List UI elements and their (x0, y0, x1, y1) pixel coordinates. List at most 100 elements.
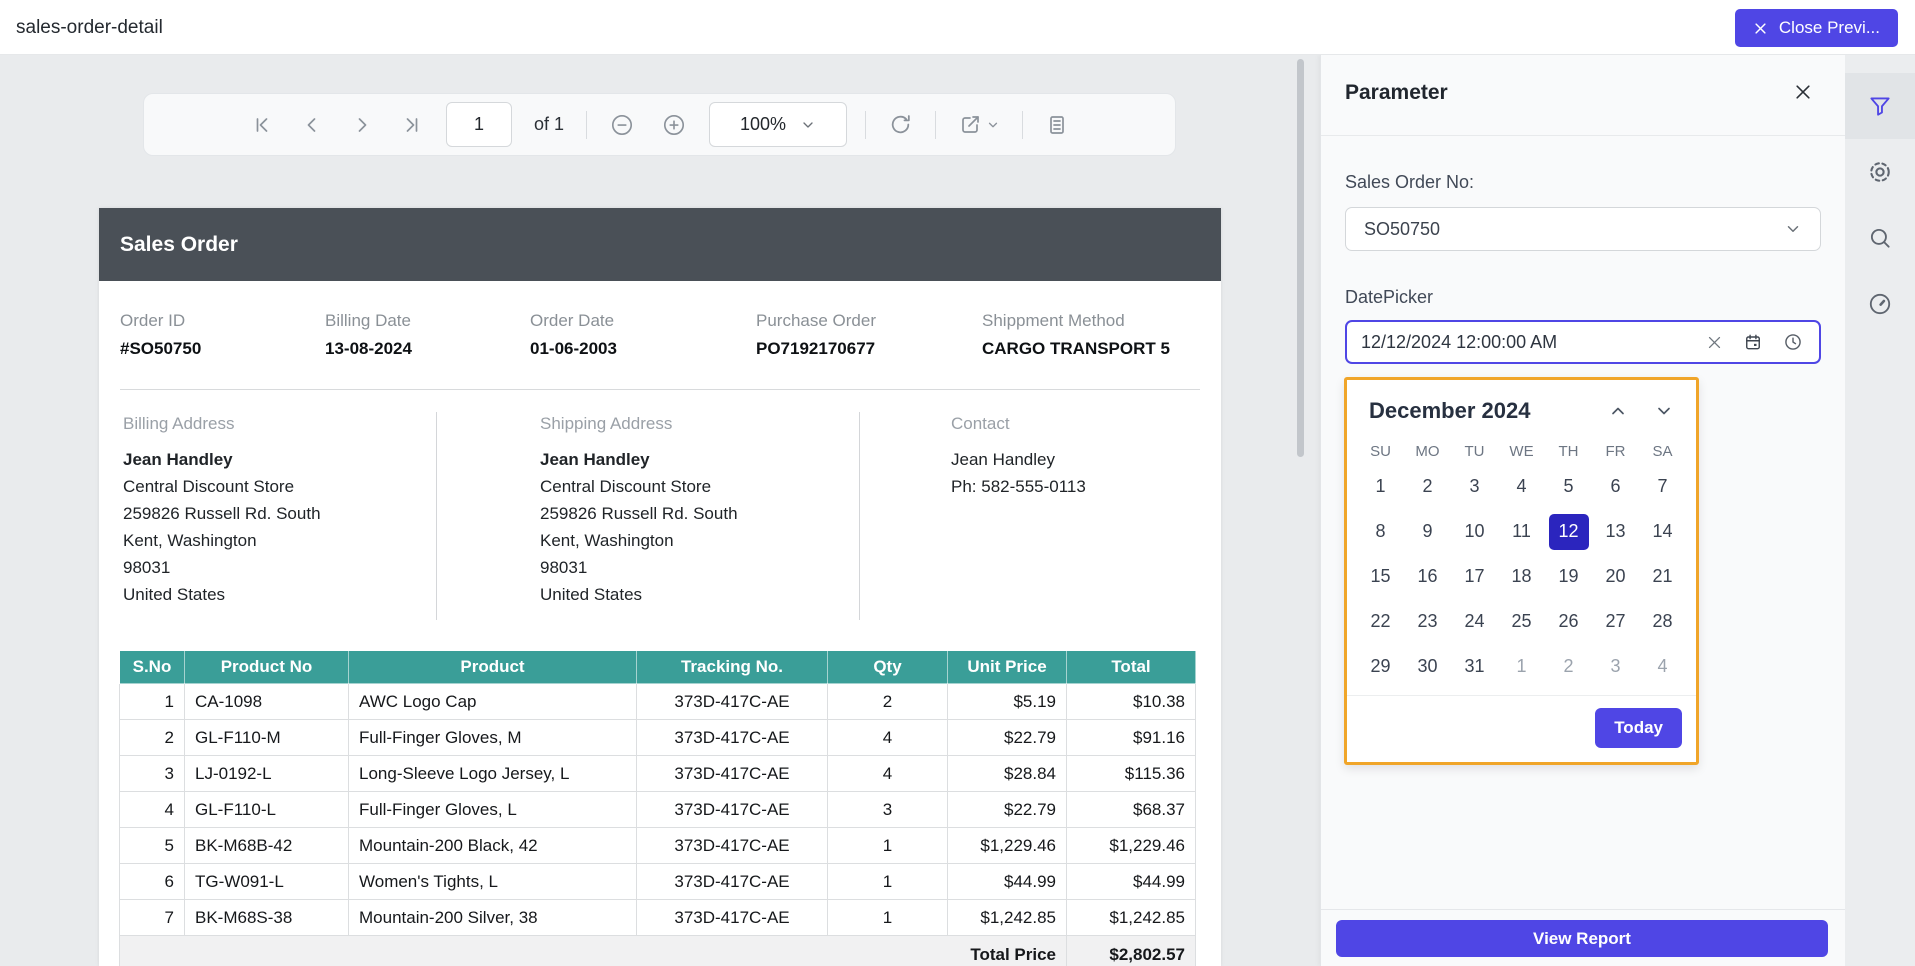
calendar-day[interactable]: 2 (1422, 476, 1433, 496)
workspace: of 1 100% Sales Order (0, 55, 1915, 966)
calendar-day[interactable]: 20 (1605, 566, 1626, 586)
calendar-day[interactable]: 5 (1563, 476, 1574, 496)
calendar-day-cell: 20 (1592, 554, 1639, 599)
vertical-scrollbar[interactable] (1297, 59, 1304, 457)
order-field: Purchase Order PO7192170677 (756, 311, 982, 359)
address-line: United States (540, 585, 643, 604)
calendar-day[interactable]: 30 (1417, 656, 1438, 676)
calendar-day[interactable]: 13 (1605, 521, 1626, 541)
calendar-day[interactable]: 23 (1417, 611, 1438, 631)
weekday-label: WE (1509, 443, 1534, 460)
close-preview-button[interactable]: Close Previ... (1734, 9, 1898, 47)
calendar-day[interactable]: 9 (1422, 521, 1433, 541)
calendar-day[interactable]: 11 (1512, 521, 1531, 541)
address-line: 98031 (540, 558, 588, 577)
calendar-day-selected[interactable]: 12 (1548, 513, 1589, 550)
calendar-day[interactable]: 6 (1610, 476, 1621, 496)
previous-page-button[interactable] (296, 109, 328, 141)
calendar-day[interactable]: 7 (1657, 476, 1668, 496)
zoom-out-icon (611, 114, 633, 135)
calendar-day[interactable]: 3 (1610, 656, 1621, 676)
toolbar-divider (1022, 110, 1024, 139)
zoom-level-select[interactable]: 100% (709, 102, 848, 147)
table-cell: Long-Sleeve Logo Jersey, L (348, 755, 637, 792)
calendar-day[interactable]: 3 (1469, 476, 1480, 496)
parameter-panel-close-button[interactable] (1793, 82, 1813, 102)
weekday-label: SA (1652, 443, 1673, 460)
first-page-button[interactable] (246, 109, 278, 141)
calendar-day[interactable]: 24 (1464, 611, 1485, 631)
calendar-day[interactable]: 27 (1605, 611, 1626, 631)
chevron-up-icon (1612, 407, 1624, 415)
settings-tab[interactable] (1845, 139, 1915, 205)
calendar-day[interactable]: 31 (1464, 656, 1485, 676)
table-cell: GL-F110-L (184, 791, 349, 828)
calendar-day[interactable]: 2 (1563, 656, 1574, 676)
export-button[interactable] (954, 109, 1004, 141)
zoom-in-icon (663, 114, 685, 135)
calendar-day[interactable]: 19 (1558, 566, 1579, 586)
calendar-day[interactable]: 21 (1652, 566, 1673, 586)
calendar-day-cell: 24 (1451, 599, 1498, 644)
zoom-in-button[interactable] (657, 108, 691, 142)
calendar-day[interactable]: 25 (1511, 611, 1532, 631)
datepicker-calendar-button[interactable] (1741, 330, 1765, 354)
calendar-day[interactable]: 17 (1464, 566, 1485, 586)
datepicker-time-button[interactable] (1781, 330, 1805, 354)
datepicker-input[interactable] (1347, 331, 1688, 353)
calendar-day[interactable]: 14 (1652, 521, 1673, 541)
table-cell: 1 (827, 899, 948, 936)
calendar-day[interactable]: 1 (1516, 656, 1527, 676)
calendar-day[interactable]: 16 (1417, 566, 1438, 586)
calendar-prev-month-button[interactable] (1604, 397, 1632, 425)
calendar-day-cell: 4 (1639, 644, 1686, 689)
sales-order-no-select[interactable]: SO50750 (1345, 207, 1821, 251)
calendar-day[interactable]: 28 (1652, 611, 1673, 631)
calendar-day[interactable]: 18 (1511, 566, 1532, 586)
datepicker-clear-button[interactable] (1704, 332, 1725, 353)
search-tab[interactable] (1845, 205, 1915, 271)
calendar-day-cell: 14 (1639, 509, 1686, 554)
address-line: Kent, Washington (540, 531, 674, 550)
calendar-popup: December 2024 SU MO TU WE TH FR SA 1 2 3 4 5 6 7 8 9 10… (1344, 377, 1699, 765)
calendar-day-cell: 17 (1451, 554, 1498, 599)
refresh-button[interactable] (884, 108, 917, 141)
zoom-out-button[interactable] (605, 108, 639, 142)
calendar-day[interactable]: 8 (1375, 521, 1386, 541)
print-layout-icon (1050, 115, 1064, 134)
calendar-day-cell: 11 (1498, 509, 1545, 554)
address-line: Jean Handley (540, 450, 650, 469)
calendar-day[interactable]: 22 (1370, 611, 1391, 631)
calendar-day-cell: 3 (1451, 464, 1498, 509)
calendar-day[interactable]: 10 (1464, 521, 1485, 541)
chevron-down-icon (1787, 226, 1799, 232)
next-page-button[interactable] (346, 109, 378, 141)
calendar-day[interactable]: 15 (1370, 566, 1391, 586)
page-number-input[interactable] (445, 102, 512, 147)
calendar-next-month-button[interactable] (1650, 397, 1678, 425)
viewer-toolbar: of 1 100% (143, 93, 1176, 156)
calendar-day[interactable]: 29 (1370, 656, 1391, 676)
performance-tab[interactable] (1845, 271, 1915, 337)
print-layout-button[interactable] (1041, 109, 1073, 141)
address-line: United States (123, 585, 226, 604)
address-line: 259826 Russell Rd. South (123, 504, 321, 523)
calendar-day[interactable]: 1 (1375, 476, 1386, 496)
last-page-button[interactable] (396, 109, 428, 141)
table-cell: 7 (119, 899, 185, 936)
calendar-day-cell: 12 (1545, 509, 1592, 554)
calendar-day[interactable]: 4 (1516, 476, 1527, 496)
today-button[interactable]: Today (1595, 708, 1682, 748)
close-icon (1796, 85, 1810, 99)
section-divider (120, 389, 1200, 390)
table-cell: 5 (119, 827, 185, 864)
table-cell: 373D-417C-AE (636, 791, 828, 828)
parameter-panel: Parameter Sales Order No: SO50750 DatePi… (1320, 55, 1845, 966)
calendar-day[interactable]: 26 (1558, 611, 1579, 631)
weekday-label: TU (1464, 443, 1485, 460)
parameters-filter-tab[interactable] (1845, 73, 1915, 139)
calendar-day[interactable]: 4 (1657, 656, 1668, 676)
table-cell: Full-Finger Gloves, M (348, 719, 637, 756)
total-price-value: $2,802.57 (1066, 935, 1196, 966)
view-report-button[interactable]: View Report (1336, 920, 1828, 957)
